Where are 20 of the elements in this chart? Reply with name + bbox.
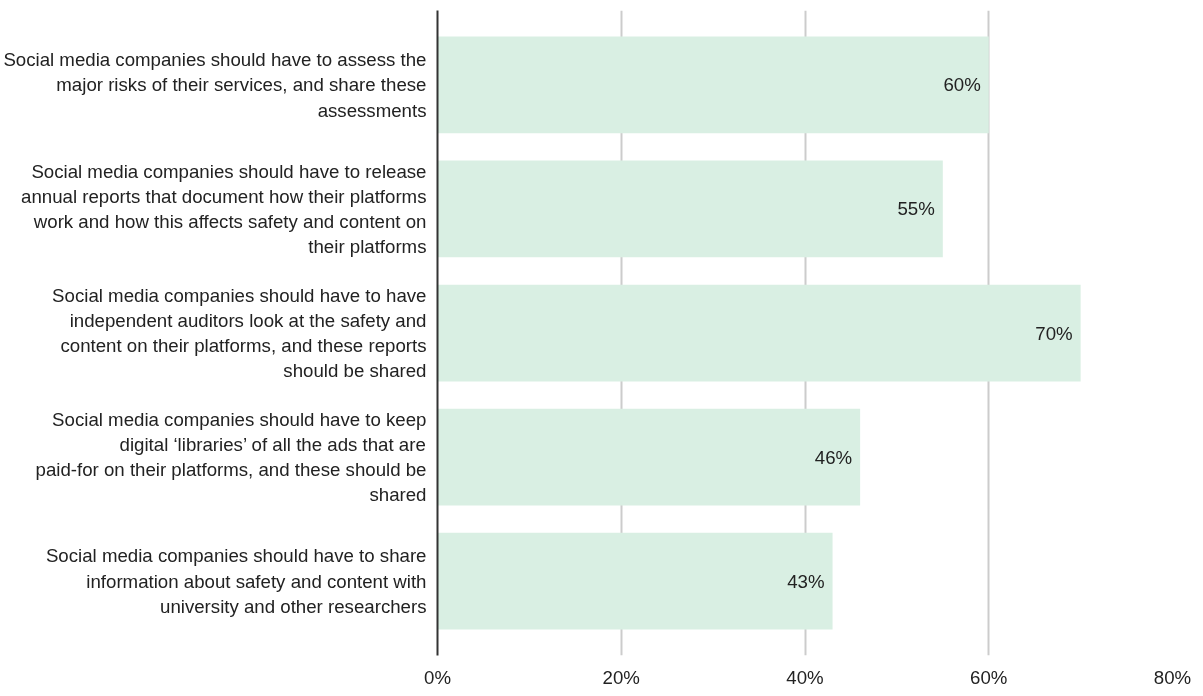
bar <box>437 160 943 258</box>
x-tick-label: 20% <box>602 666 640 688</box>
y-tick-label: Social media companies should have to keep digital ‘libraries’ of all the ads that are paid-for on their platforms, and these should be shared <box>35 408 427 506</box>
data-label: 46% <box>814 446 853 468</box>
y-tick-label: Social media companies should have to share information about safety and content with university and other researchers <box>45 545 427 617</box>
y-tick-label: Social media companies should have to have independent auditors look at the safety and content on their platforms, and these reports should be shared <box>52 284 427 382</box>
data-label: 43% <box>787 570 825 592</box>
data-label: 60% <box>943 74 981 96</box>
x-tick-label: 0% <box>424 666 451 688</box>
bar <box>437 284 1081 382</box>
bar <box>437 532 833 630</box>
y-tick-label: Social media companies should have to release annual reports that document how their platforms work and how this affects safety and content on their platforms <box>21 160 427 258</box>
y-tick-label: Social media companies should have to assess the major risks of their services, and share these assessments <box>3 49 427 121</box>
x-tick-label: 40% <box>786 666 824 688</box>
x-tick-label: 60% <box>970 666 1008 688</box>
bar <box>437 408 861 506</box>
x-tick-label: 80% <box>1153 666 1192 688</box>
data-label: 55% <box>897 198 935 220</box>
bar <box>437 36 989 134</box>
data-label: 70% <box>1035 322 1073 344</box>
